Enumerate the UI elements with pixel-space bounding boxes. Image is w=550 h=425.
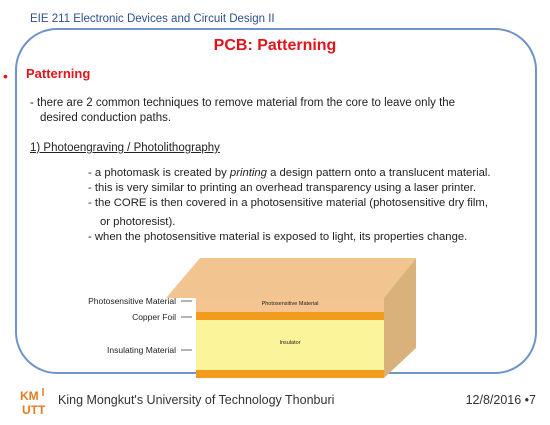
photoresist-layer (196, 298, 384, 312)
label-insulating: Insulating Material (107, 345, 176, 355)
intro-line-2: desired conduction paths. (40, 112, 172, 124)
point-1-pre: - a photomask is created by (88, 167, 230, 179)
copper-foil-top (196, 312, 384, 320)
inner-label-photosensitive: Photosensitive Material (261, 301, 319, 307)
point-transparency: - this is very similar to printing an ov… (88, 182, 477, 195)
point-1-emphasis: printing (229, 167, 267, 179)
technique-heading: 1) Photoengraving / Photolithography (30, 142, 220, 154)
technique-points: - a photomask is created by printing a d… (88, 166, 538, 245)
inner-label-insulator: Insulator (279, 340, 301, 346)
svg-text:KM: KM (20, 389, 39, 403)
slide-title: PCB: Patterning (213, 37, 337, 54)
pcb-layer-figure: Photosensitive Material Copper Foil Insu… (70, 258, 456, 380)
intro-line-1: - there are 2 common techniques to remov… (30, 97, 456, 109)
point-core-covered: - the CORE is then covered in a photosen… (88, 197, 488, 210)
university-name: King Mongkut's University of Technology … (58, 393, 335, 407)
photoresist-top-face (166, 258, 416, 298)
course-title: EIE 211 Electronic Devices and Circuit D… (30, 13, 275, 25)
section-heading: Patterning (26, 66, 91, 81)
point-core-covered-cont: or photoresist). (100, 215, 176, 228)
section-bullet: • (3, 68, 8, 84)
point-exposed: - when the photosensitive material is ex… (88, 230, 468, 243)
slide-date-page: 12/8/2016 •7 (465, 393, 536, 407)
label-copper-foil: Copper Foil (132, 312, 176, 322)
insulator-layer (196, 320, 384, 370)
copper-foil-bottom (196, 370, 384, 378)
intro-text: - there are 2 common techniques to remov… (30, 96, 530, 126)
point-1-post: a design pattern onto a translucent mate… (266, 167, 491, 179)
pcb-layer-diagram (166, 258, 416, 378)
svg-text:UTT: UTT (22, 403, 46, 416)
right-side-face (384, 258, 416, 378)
point-photomask: - a photomask is created by printing a d… (88, 166, 538, 181)
kmutt-logo-icon: KM UTT (20, 388, 46, 416)
label-photosensitive: Photosensitive Material (88, 296, 176, 306)
